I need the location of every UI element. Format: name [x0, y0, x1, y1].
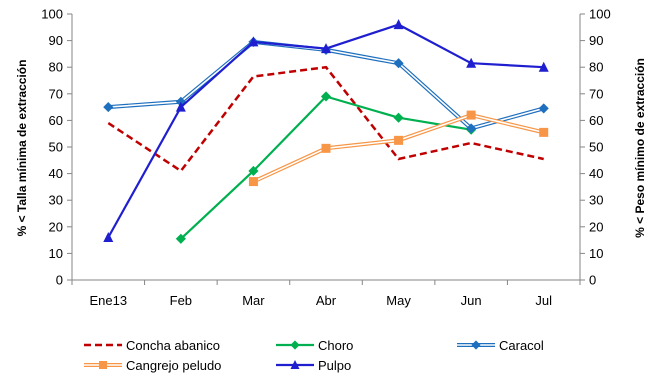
- series-pulpo: [103, 19, 549, 242]
- y-tick-label-left: 10: [49, 246, 63, 261]
- data-point-square: [99, 361, 107, 369]
- legend-label-pulpo: Pulpo: [318, 358, 351, 373]
- series-choro: [175, 91, 477, 244]
- y-tick-label-right: 20: [589, 219, 603, 234]
- y-tick-label-left: 40: [49, 166, 63, 181]
- data-point-square: [539, 127, 549, 137]
- data-point-triangle: [290, 360, 300, 369]
- plot-area: [103, 19, 549, 244]
- data-point-triangle: [538, 61, 549, 72]
- data-point-diamond: [471, 340, 481, 350]
- y-tick-label-left: 100: [41, 7, 63, 22]
- y-axis-left-title: % < Talla mínima de extracción: [15, 60, 29, 237]
- data-point-triangle: [103, 231, 114, 242]
- series-line-concha-abanico: [107, 65, 544, 173]
- series-cangrejo-peludo: [248, 110, 549, 187]
- x-tick-label: Abr: [316, 293, 337, 308]
- y-tick-label-left: 90: [49, 33, 63, 48]
- data-point-triangle: [175, 101, 186, 112]
- y-tick-label-left: 80: [49, 60, 63, 75]
- series-line-choro: [180, 95, 472, 240]
- legend-label-cangrejo-peludo: Cangrejo peludo: [126, 358, 221, 373]
- data-point-triangle: [466, 57, 477, 68]
- data-point-square: [394, 135, 404, 145]
- data-point-triangle: [248, 36, 259, 47]
- data-point-square: [321, 143, 331, 153]
- legend-label-concha-abanico: Concha abanico: [126, 338, 220, 353]
- y-tick-label-right: 50: [589, 140, 603, 155]
- y-tick-label-right: 80: [589, 60, 603, 75]
- legend-label-caracol: Caracol: [499, 338, 544, 353]
- x-tick-label: Mar: [242, 293, 265, 308]
- legend-item-caracol: Caracol: [457, 338, 544, 353]
- y-tick-label-right: 60: [589, 113, 603, 128]
- data-point-diamond: [290, 340, 300, 350]
- data-point-diamond: [320, 91, 332, 102]
- data-point-triangle: [321, 43, 331, 54]
- y-tick-label-left: 70: [49, 86, 63, 101]
- x-tick-label: May: [386, 293, 411, 308]
- x-tick-label: Feb: [170, 293, 192, 308]
- legend-label-choro: Choro: [318, 338, 353, 353]
- y-axis-right-title: % < Peso mínimo de extracción: [633, 58, 645, 238]
- axes: 0 0 10 10 20 20 30 30 40 40 50 50 60 60 70 70 80 80 90 90 10…: [41, 7, 610, 309]
- y-tick-label-right: 0: [589, 273, 596, 288]
- legend-item-pulpo: Pulpo: [276, 358, 351, 373]
- legend-item-choro: Choro: [276, 338, 353, 353]
- y-tick-label-left: 0: [56, 273, 63, 288]
- data-point-diamond: [103, 102, 114, 113]
- y-tick-label-left: 50: [49, 140, 63, 155]
- y-tick-label-left: 30: [49, 193, 63, 208]
- x-tick-label: Jul: [535, 293, 552, 308]
- data-point-diamond: [466, 123, 477, 134]
- data-point-diamond: [538, 103, 549, 114]
- legend-item-cangrejo-peludo: Cangrejo peludo: [84, 358, 221, 373]
- series-concha-abanico: [107, 65, 544, 173]
- series-line-pulpo: [107, 23, 544, 238]
- y-tick-label-right: 100: [589, 7, 611, 22]
- data-point-diamond: [393, 58, 404, 69]
- data-point-triangle: [393, 19, 404, 30]
- y-tick-label-right: 30: [589, 193, 603, 208]
- data-point-diamond: [248, 165, 259, 177]
- y-tick-label-right: 90: [589, 33, 603, 48]
- y-tick-label-right: 40: [589, 166, 603, 181]
- y-tick-label-right: 70: [589, 86, 603, 101]
- x-tick-label: Ene13: [89, 293, 127, 308]
- data-point-diamond: [393, 112, 404, 123]
- y-tick-label-left: 20: [49, 219, 63, 234]
- data-point-square: [248, 177, 258, 187]
- data-point-square: [466, 110, 476, 120]
- y-tick-label-right: 10: [589, 246, 603, 261]
- x-tick-label: Jun: [461, 293, 482, 308]
- legend: Concha abanico Choro Caracol Cangrejo pelud…: [84, 338, 544, 373]
- legend-item-concha-abanico: Concha abanico: [84, 338, 220, 353]
- data-point-diamond: [175, 233, 186, 244]
- y-tick-label-left: 60: [49, 113, 63, 128]
